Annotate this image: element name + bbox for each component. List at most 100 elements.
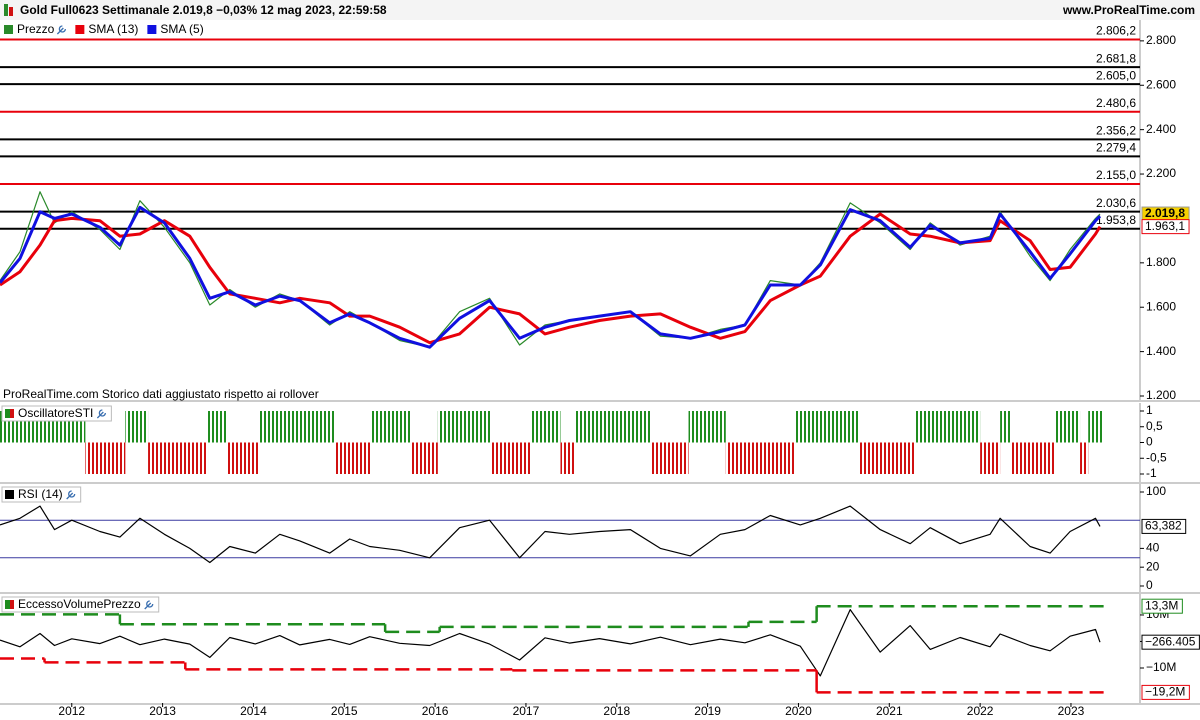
sti-bar [85, 442, 126, 474]
x-tick-label: 2017 [513, 704, 540, 718]
sti-bar [574, 411, 651, 443]
last-value-badge [1141, 684, 1190, 700]
header-icon [9, 7, 13, 16]
sti-bar [410, 442, 438, 474]
legend-label: SMA (13) [88, 22, 138, 36]
sti-bar [148, 442, 209, 474]
level-label: 2.806,2 [1096, 24, 1136, 38]
series-line [0, 609, 1101, 677]
sti-bar [1010, 442, 1056, 474]
sti-bar [125, 411, 149, 443]
sti-bar [1080, 442, 1089, 474]
level-label: 2.681,8 [1096, 51, 1136, 65]
level-label: 1.953,8 [1096, 213, 1136, 227]
x-tick-label: 2020 [785, 704, 812, 718]
last-value-label: 13,3M [1145, 598, 1178, 612]
panel-title-icon [5, 490, 14, 499]
y-tick-label: 20 [1146, 559, 1160, 573]
x-tick-label: 2013 [149, 704, 176, 718]
panel-title-box [1, 405, 112, 422]
y-tick-label: 2.400 [1146, 122, 1176, 136]
sti-bar [858, 442, 916, 474]
sti-bar [650, 442, 689, 474]
wrench-icon [56, 25, 67, 35]
y-tick-label: 1.800 [1146, 255, 1176, 269]
series-line [0, 212, 1102, 345]
panel-title: RSI (14) [18, 487, 63, 501]
sti-bar [228, 442, 260, 474]
sti-bar [335, 442, 371, 474]
x-tick-label: 2018 [603, 704, 630, 718]
wrench-icon [66, 490, 76, 500]
last-value-badge [1141, 634, 1200, 650]
last-value-badge [1141, 219, 1190, 235]
header-icon [4, 4, 8, 16]
last-value-label: 1.963,1 [1145, 219, 1185, 233]
x-tick-label: 2015 [331, 704, 358, 718]
x-tick-label: 2016 [422, 704, 449, 718]
last-value-label: 2.019,8 [1145, 206, 1185, 220]
level-label: 2.356,2 [1096, 124, 1136, 138]
level-label: 2.155,0 [1096, 168, 1136, 182]
panel-title-box [1, 486, 82, 503]
x-tick-label: 2014 [240, 704, 267, 718]
panel-title-icon [5, 409, 14, 418]
sti-bar [560, 442, 575, 474]
sti-bar [530, 411, 561, 443]
y-tick-label: −10M [1146, 660, 1176, 674]
x-tick-label: 2019 [694, 704, 721, 718]
y-tick-label: 40 [1146, 541, 1160, 555]
x-tick-label: 2012 [58, 704, 85, 718]
panel-title-box [1, 596, 160, 613]
legend-swatch [75, 25, 85, 34]
series-line [0, 205, 1102, 349]
y-tick-label: 2.600 [1146, 77, 1176, 91]
y-tick-label: 1 [1146, 403, 1153, 417]
y-tick-label: 100 [1146, 484, 1166, 498]
sti-bar [1055, 411, 1081, 443]
series-line [0, 505, 1101, 564]
sti-bar [980, 442, 1001, 474]
y-tick-label: 0,5 [1146, 419, 1163, 433]
y-tick-label: 1.400 [1146, 344, 1176, 358]
header-title: Gold Full0623 Settimanale 2.019,8 −0,03%… [20, 3, 387, 17]
x-tick-label: 2021 [876, 704, 903, 718]
header-site: www.ProRealTime.com [1062, 3, 1195, 17]
sti-bar [915, 411, 981, 443]
panel-title: OscillatoreSTI [18, 406, 93, 420]
y-tick-label: 0 [1146, 435, 1153, 449]
y-tick-label: -0,5 [1146, 450, 1167, 464]
panel-title-icon [10, 600, 14, 609]
last-value-badge [1141, 598, 1183, 614]
x-tick-label: 2022 [967, 704, 994, 718]
y-tick-label: 1.600 [1146, 299, 1176, 313]
last-value-badge [1141, 518, 1187, 534]
legend-swatch [147, 25, 157, 34]
series-line [0, 191, 1101, 348]
sti-bar [795, 411, 859, 443]
sti-bar [1000, 411, 1011, 443]
legend-label: Prezzo [17, 22, 55, 36]
sti-bar [688, 411, 726, 443]
level-label: 2.030,6 [1096, 196, 1136, 210]
sti-bar [208, 411, 228, 443]
y-tick-label: -1 [1146, 466, 1157, 480]
wrench-icon [96, 409, 107, 419]
sti-bar [1088, 411, 1104, 443]
sti-bar [370, 411, 411, 443]
y-tick-label: 2.200 [1146, 166, 1176, 180]
last-value-label: 63,382 [1145, 519, 1182, 533]
y-tick-label: 0 [1146, 578, 1153, 592]
sti-bar [437, 411, 491, 443]
last-value-label: −266.405 [1145, 634, 1196, 648]
panel-title-icon [5, 600, 14, 609]
last-value-label: −19,2M [1145, 685, 1185, 699]
panel-title-icon [10, 409, 14, 418]
level-label: 2.279,4 [1096, 141, 1136, 155]
level-label: 2.605,0 [1096, 68, 1136, 82]
annotation: ProRealTime.com Storico dati aggiustato … [3, 387, 319, 401]
legend-label: SMA (5) [160, 22, 203, 36]
header-bar [0, 0, 1200, 20]
